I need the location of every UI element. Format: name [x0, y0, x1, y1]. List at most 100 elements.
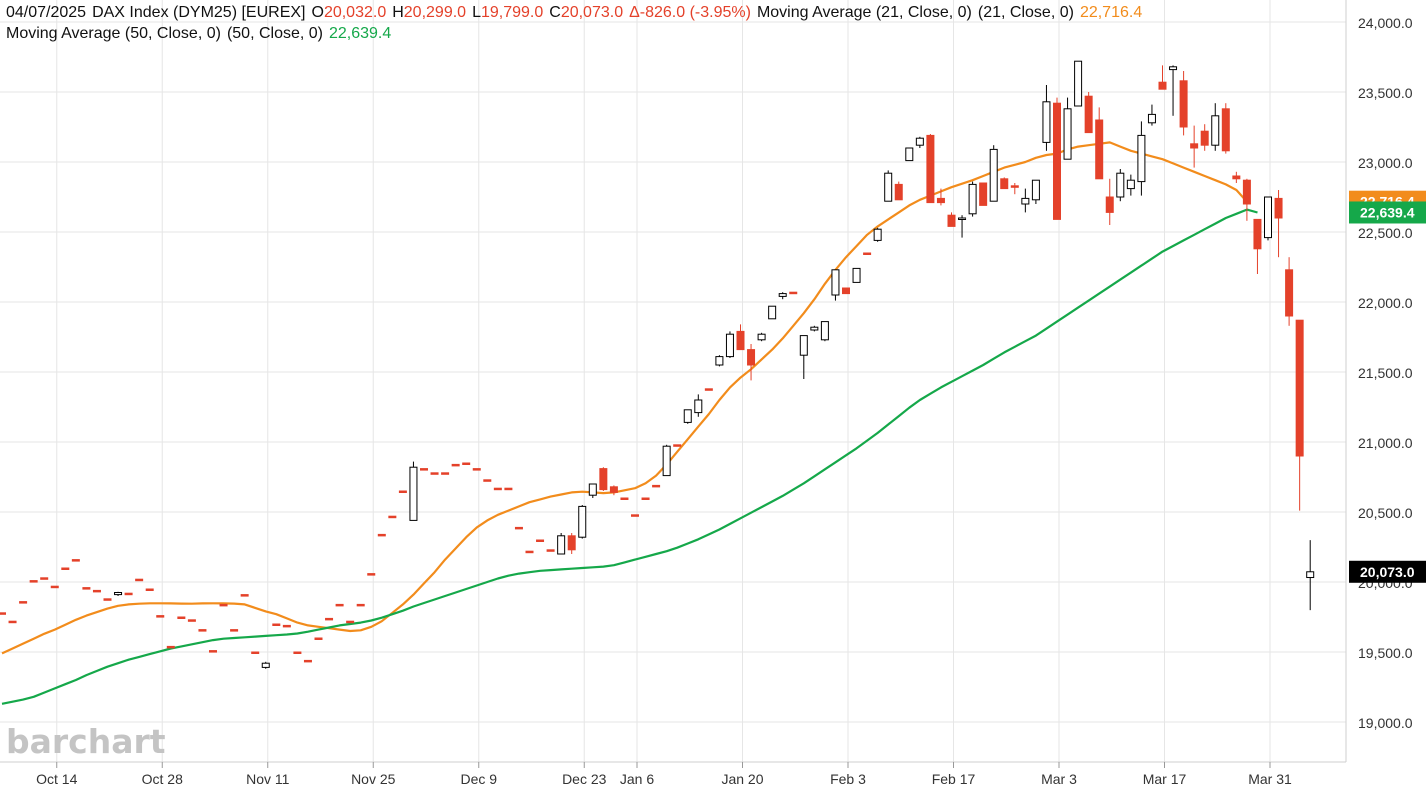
candle-body-down [82, 587, 91, 590]
candle-body-down [536, 539, 545, 542]
open-label: O [311, 4, 324, 21]
candle-body-down [1053, 102, 1061, 220]
last-label-text: 22,639.4 [1360, 204, 1415, 220]
candle [293, 651, 302, 654]
candle-body-down [504, 487, 513, 491]
candle [462, 462, 471, 465]
candle [166, 645, 175, 649]
candle-body-down [367, 573, 376, 576]
candle-body-up [1116, 172, 1125, 198]
candle [863, 252, 872, 255]
candle [135, 578, 144, 582]
x-tick-label: Oct 28 [142, 771, 183, 787]
candle [736, 324, 745, 351]
candle-body-down [50, 585, 59, 589]
candle-body-up [1306, 571, 1315, 579]
candle [1147, 104, 1156, 126]
last-label-1: 22,639.4 [1349, 201, 1426, 224]
y-axis: 19,000.019,500.020,000.020,500.021,000.0… [1345, 0, 1413, 762]
y-tick-label: 21,000.0 [1358, 435, 1413, 451]
candle [979, 182, 988, 206]
candle [1190, 125, 1199, 168]
candle [430, 472, 439, 475]
candle [1232, 171, 1241, 183]
candle-body-down [0, 612, 6, 615]
low-label: L [472, 4, 481, 21]
candle-body-down [641, 497, 650, 500]
x-tick-label: Feb 17 [932, 771, 976, 787]
y-tick-label: 21,500.0 [1358, 365, 1413, 381]
y-tick-label: 22,500.0 [1358, 225, 1413, 241]
high-value: 20,299.0 [403, 4, 467, 21]
x-tick-label: Nov 11 [246, 771, 290, 787]
ma50-params: (50, Close, 0) [226, 25, 323, 42]
candle-body-up [261, 662, 270, 668]
legend-line-1: 04/07/2025 DAX Index (DYM25) [EUREX] O20,0… [6, 4, 1142, 22]
candle-body-down [736, 330, 745, 351]
candle [92, 589, 101, 593]
candle-body-down [92, 589, 101, 593]
candle-body-down [29, 580, 38, 583]
candle-body-up [1074, 60, 1083, 107]
candle [388, 515, 397, 519]
candle [799, 335, 808, 379]
candle [683, 409, 692, 424]
candle-body-down [567, 535, 576, 551]
last-label-box [1349, 560, 1426, 583]
candle [968, 181, 977, 217]
quote-date: 04/07/2025 [6, 4, 87, 21]
candle-body-up [799, 335, 808, 356]
candle-body-up [884, 172, 893, 202]
candle-body-up [905, 147, 914, 162]
candle [177, 616, 186, 619]
candle [198, 629, 207, 632]
candle [1105, 178, 1114, 225]
candle-body-up [873, 228, 882, 241]
candle-body-down [71, 559, 80, 562]
candle [219, 603, 228, 607]
candle [525, 550, 534, 554]
candle [1179, 71, 1188, 136]
x-tick-label: Dec 23 [562, 771, 607, 787]
close-value: 20,073.0 [560, 4, 624, 21]
candle [768, 305, 777, 320]
moving-average-50 [1, 208, 1258, 705]
candle-body-down [166, 645, 175, 649]
y-tick-label: 23,000.0 [1358, 155, 1413, 171]
candle [71, 559, 80, 562]
candle-body-down [514, 526, 523, 530]
candle-body-up [662, 445, 671, 477]
y-tick-label: 24,000.0 [1358, 15, 1413, 31]
candle [1306, 540, 1315, 611]
candle [894, 181, 903, 201]
candle-body-down [1010, 185, 1019, 188]
candle-body-down [1105, 196, 1114, 213]
candle-body-up [852, 267, 861, 283]
candle-body-up [578, 505, 587, 538]
candle [483, 479, 492, 482]
candle [1295, 319, 1304, 511]
candle [820, 321, 829, 342]
candle-body-up [1031, 179, 1040, 201]
candle-body-down [441, 472, 450, 475]
candle-body-down [198, 629, 207, 632]
candle [314, 637, 323, 640]
candle [251, 651, 260, 654]
ma50-label[interactable]: Moving Average (50, Close, 0) [6, 25, 221, 42]
candle [1021, 188, 1030, 213]
candle [1264, 196, 1272, 241]
y-tick-label: 23,500.0 [1358, 85, 1413, 101]
candle [187, 619, 196, 622]
candle [831, 269, 840, 301]
candle-body-up [1063, 108, 1072, 160]
last-value-labels: 22,716.422,639.420,073.0 [1349, 190, 1426, 583]
candle [936, 188, 945, 206]
candle-body-down [335, 603, 344, 607]
candle-body-down [1095, 119, 1104, 180]
x-tick-label: Mar 31 [1248, 771, 1292, 787]
ma21-label[interactable]: Moving Average (21, Close, 0) [756, 4, 972, 21]
candle-body-up [1211, 115, 1220, 146]
ma21-value: 22,716.4 [1079, 4, 1143, 21]
candle [29, 580, 38, 583]
